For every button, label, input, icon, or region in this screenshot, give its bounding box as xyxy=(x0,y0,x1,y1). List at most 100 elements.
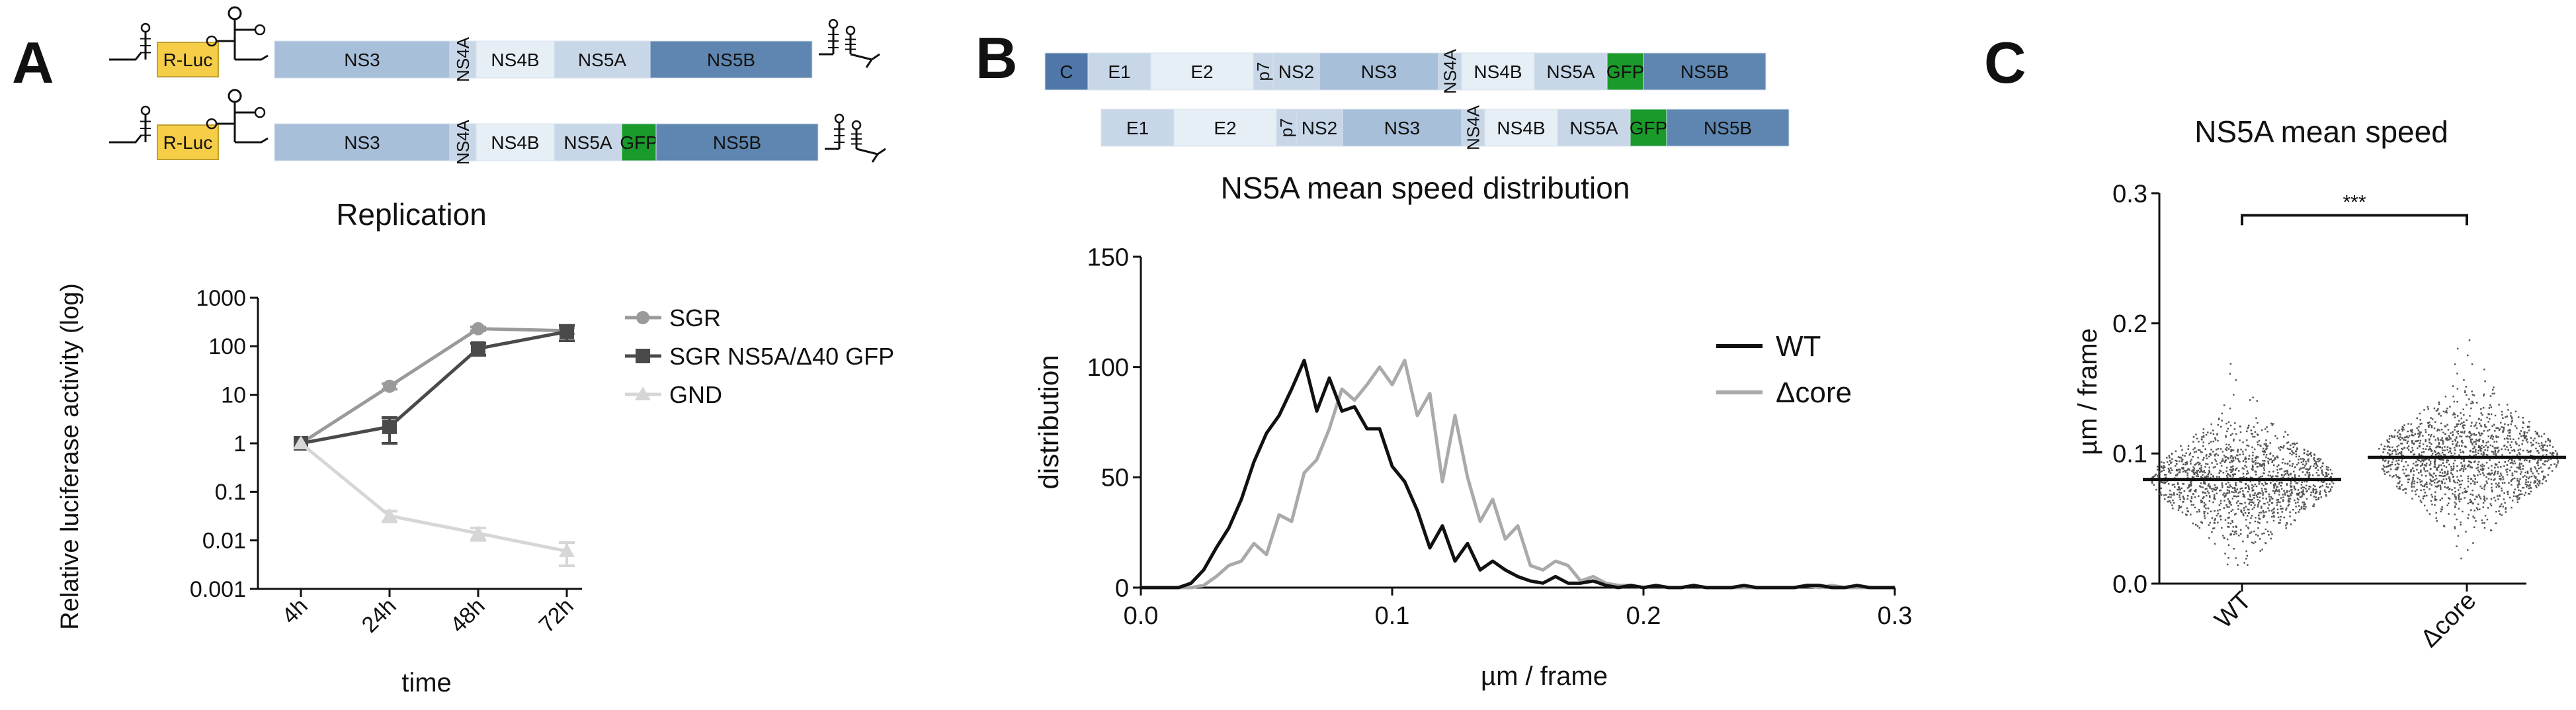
y-tick-label: 0.001 xyxy=(190,577,246,602)
scatter-group-0 xyxy=(2143,363,2341,566)
segment-ns4b: NS4B xyxy=(476,123,555,161)
segment-ns5b: NS5B xyxy=(1643,52,1766,91)
segment-e1: E1 xyxy=(1087,52,1151,91)
rluc-label: R-Luc xyxy=(163,50,213,70)
legend-label: Δcore xyxy=(1776,377,1852,409)
y-tick-label: 1000 xyxy=(196,286,246,311)
series-1 xyxy=(294,324,575,451)
segment-ns4b: NS4B xyxy=(1461,52,1535,91)
stem-loop-icon xyxy=(845,25,856,54)
segment-gfp: GFP xyxy=(1630,109,1667,147)
segment-label: NS5A xyxy=(1546,62,1595,82)
segment-ns5b: NS5B xyxy=(1666,109,1790,147)
y-tick-label: 0 xyxy=(1115,574,1129,602)
segment-label: NS4B xyxy=(1497,118,1545,138)
legend-item: Δcore xyxy=(1716,377,1852,409)
segment-ns4a: NS4A xyxy=(1461,105,1485,150)
series-line xyxy=(300,330,567,445)
x-tick-label: 48h xyxy=(446,594,490,638)
chart-c-title: NS5A mean speed xyxy=(2194,114,2448,149)
segment-label: NS4A xyxy=(1440,48,1460,94)
rluc-box: R-Luc xyxy=(157,42,219,77)
segment-label: NS2 xyxy=(1302,118,1337,138)
segment-ns4a: NS4A xyxy=(449,36,477,82)
scatter-points xyxy=(2378,339,2559,560)
chart-b-title: NS5A mean speed distribution xyxy=(1221,171,1630,205)
rna-3prime-icon xyxy=(825,113,886,163)
segment-e2: E2 xyxy=(1173,109,1277,147)
panel-b-letter: B xyxy=(976,25,1018,91)
y-axis-label: distribution xyxy=(1033,355,1064,489)
x-tick-label: 0.2 xyxy=(1626,602,1661,630)
segment-ns5a: NS5A xyxy=(1534,52,1608,91)
construct-diagrams-a: R-Luc NS3 NS4A NS4B NS5A NS5B R-Luc NS3 NS4A NS4B… xyxy=(109,6,886,165)
segment-label: NS3 xyxy=(344,132,380,153)
segment-ns5b: NS5B xyxy=(655,123,819,161)
segment-ns5b: NS5B xyxy=(649,40,813,79)
x-axis-label: µm / frame xyxy=(1481,662,1608,691)
chart-a-subtitle: Replication xyxy=(336,197,487,232)
y-tick-label: 0.2 xyxy=(2112,310,2147,338)
stem-loop-icon xyxy=(851,120,862,149)
chart-b: 0 50 100 150 0.0 0.1 0.2 0.3 µm / frame distribut… xyxy=(1033,244,1912,691)
segment-label: NS5A xyxy=(563,132,612,153)
rna-5prime-icon xyxy=(109,22,151,61)
series-line-0 xyxy=(1141,359,1895,590)
rluc-box: R-Luc xyxy=(157,124,219,160)
stem-loop-icon xyxy=(834,113,845,149)
legend-marker xyxy=(635,386,651,400)
segment-label: NS5B xyxy=(713,132,761,153)
data-point xyxy=(293,435,309,449)
segment-label: NS4A xyxy=(1464,105,1483,150)
segment-label: NS4A xyxy=(453,36,473,82)
series-2 xyxy=(293,435,575,568)
segment-label: p7 xyxy=(1253,62,1273,81)
segment-ns3: NS3 xyxy=(274,123,450,161)
series-line xyxy=(300,442,567,553)
data-point xyxy=(383,379,396,393)
segment-ns3: NS3 xyxy=(1319,52,1439,91)
segment-label: NS4B xyxy=(491,50,539,70)
ires-icon xyxy=(206,6,269,61)
segment-e2: E2 xyxy=(1150,52,1254,91)
segment-ns2: NS2 xyxy=(1296,109,1343,147)
significance-label: *** xyxy=(2343,191,2366,213)
legend-label: SGR NS5A/Δ40 GFP xyxy=(669,343,894,370)
segment-label: NS5A xyxy=(1569,118,1618,138)
construct-diagrams-b: C E1 E2 p7 NS2 NS3 NS4A NS4B NS5A GFP NS5B E1 E2 p7 NS… xyxy=(1044,48,1790,150)
x-tick-label: 72h xyxy=(534,594,579,638)
y-tick-label: 1 xyxy=(233,431,246,457)
data-point xyxy=(472,322,485,335)
segment-gfp: GFP xyxy=(620,123,658,161)
segment-label: NS4B xyxy=(1474,62,1522,82)
stem-loop-icon xyxy=(140,22,151,60)
legend-item: GND xyxy=(625,381,722,408)
y-axis-label: Relative luciferase activity (log) xyxy=(56,283,84,630)
segment-label: NS3 xyxy=(1361,62,1397,82)
segment-label: GFP xyxy=(1606,62,1645,82)
y-tick-label: 0.1 xyxy=(215,480,246,505)
x-tick-label: WT xyxy=(2210,587,2257,634)
segment-e1: E1 xyxy=(1101,109,1175,147)
segment-label: E2 xyxy=(1214,118,1236,138)
chart-c: 0.0 0.1 0.2 0.3 µm / frame WT Δcore *** xyxy=(2073,180,2566,653)
legend-label: SGR xyxy=(669,304,721,332)
segment-gfp: GFP xyxy=(1606,52,1645,91)
segment-label: NS4B xyxy=(491,132,539,153)
segment-label: GFP xyxy=(620,132,658,153)
legend-label: GND xyxy=(669,381,722,408)
segment-ns5a: NS5A xyxy=(1557,109,1631,147)
stem-loop-icon xyxy=(828,19,839,54)
chart-a: 0.001 0.01 0.1 1 10 100 1000 4h 24h 48h 72h time Rel… xyxy=(56,283,894,697)
segment-ns5a: NS5A xyxy=(554,40,651,79)
segment-label: NS5B xyxy=(1681,62,1729,82)
segment-c: C xyxy=(1044,52,1089,91)
segment-ns2: NS2 xyxy=(1272,52,1320,91)
segment-label: NS3 xyxy=(1384,118,1420,138)
legend-item: WT xyxy=(1716,330,1821,363)
data-point xyxy=(560,324,574,339)
data-point xyxy=(471,341,485,356)
x-tick-label: Δcore xyxy=(2415,587,2481,653)
y-tick-label: 150 xyxy=(1087,244,1129,271)
